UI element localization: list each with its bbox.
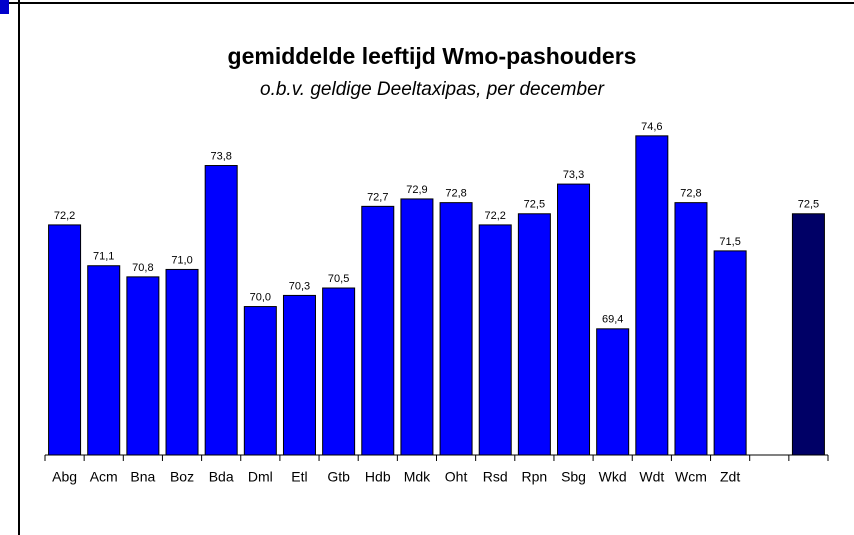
value-label: 72,2 bbox=[54, 210, 75, 222]
x-tick-label: Bna bbox=[130, 469, 155, 485]
bar bbox=[282, 294, 316, 456]
chart-title: gemiddelde leeftijd Wmo-pashouders bbox=[228, 43, 637, 69]
bar bbox=[674, 202, 708, 456]
x-tick-label: Wcm bbox=[675, 469, 707, 485]
value-label: 70,8 bbox=[132, 262, 153, 274]
x-tick-label: Gtb bbox=[327, 469, 350, 485]
bar bbox=[517, 213, 551, 456]
value-label: 74,6 bbox=[641, 121, 662, 133]
x-tick-label: Zdt bbox=[720, 469, 740, 485]
x-tick-label: Etl bbox=[291, 469, 307, 485]
value-label: 71,1 bbox=[93, 251, 114, 263]
bar bbox=[48, 224, 82, 456]
x-tick-label: Mdk bbox=[404, 469, 431, 485]
value-label: 72,5 bbox=[798, 199, 819, 211]
x-tick-label: Abg bbox=[52, 469, 77, 485]
value-label: 70,3 bbox=[289, 280, 310, 292]
x-tick-label: Bda bbox=[209, 469, 234, 485]
x-tick-label: Dml bbox=[248, 469, 273, 485]
bar bbox=[243, 306, 277, 456]
bar bbox=[791, 213, 825, 456]
value-label: 72,5 bbox=[524, 199, 545, 211]
value-label: 69,4 bbox=[602, 314, 623, 326]
x-tick-label: Hdb bbox=[365, 469, 391, 485]
value-label: 70,5 bbox=[328, 273, 349, 285]
bar bbox=[204, 165, 238, 456]
bar bbox=[439, 202, 473, 456]
value-label: 73,8 bbox=[210, 150, 231, 162]
value-label: 71,5 bbox=[719, 236, 740, 248]
x-tick-label: Boz bbox=[170, 469, 194, 485]
bar bbox=[478, 224, 512, 456]
value-label: 72,8 bbox=[680, 188, 701, 200]
x-tick-label: Rpn bbox=[522, 469, 548, 485]
x-tick-label: Rsd bbox=[483, 469, 508, 485]
corner-mark bbox=[0, 0, 9, 14]
value-label: 70,0 bbox=[250, 291, 271, 303]
bar bbox=[400, 198, 434, 456]
value-label: 72,7 bbox=[367, 191, 388, 203]
bar bbox=[713, 250, 747, 456]
bar bbox=[635, 135, 669, 456]
bar bbox=[87, 265, 121, 456]
value-label: 72,8 bbox=[445, 188, 466, 200]
chart-subtitle: o.b.v. geldige Deeltaxipas, per december bbox=[260, 79, 605, 100]
bar bbox=[322, 287, 356, 456]
x-tick-label: Sbg bbox=[561, 469, 586, 485]
x-tick-label: Acm bbox=[90, 469, 118, 485]
bar bbox=[361, 205, 395, 456]
bar bbox=[126, 276, 160, 456]
value-label: 72,2 bbox=[485, 210, 506, 222]
value-label: 73,3 bbox=[563, 169, 584, 181]
x-tick-label: Oht bbox=[445, 469, 468, 485]
bar bbox=[557, 183, 591, 456]
bar bbox=[596, 328, 630, 456]
bar bbox=[165, 268, 199, 456]
x-tick-label: Wdt bbox=[639, 469, 664, 485]
value-label: 71,0 bbox=[171, 254, 192, 266]
value-label: 72,9 bbox=[406, 184, 427, 196]
x-tick-label: Wkd bbox=[599, 469, 627, 485]
